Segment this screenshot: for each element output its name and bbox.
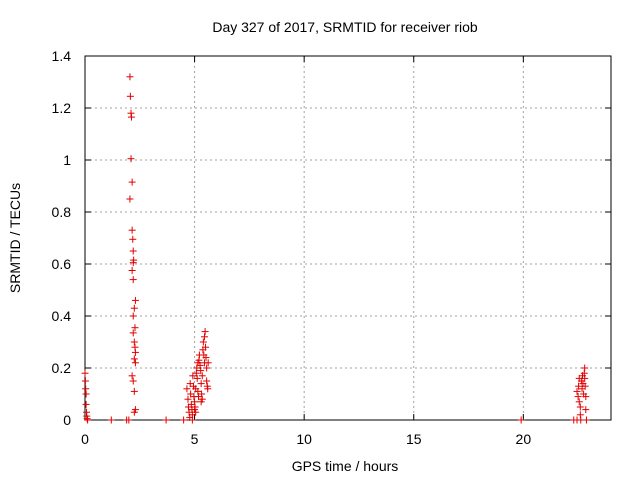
data-point: [129, 312, 137, 320]
data-point: [202, 343, 210, 351]
y-tick-label: 1.2: [52, 100, 72, 116]
plot-frame: [84, 55, 612, 421]
data-point: [130, 355, 138, 363]
data-point: [130, 387, 138, 395]
data-point: [197, 367, 205, 375]
data-point: [129, 329, 137, 337]
y-tick-label: 0.8: [52, 204, 72, 220]
data-point: [129, 247, 137, 255]
data-point: [200, 333, 208, 341]
data-point: [129, 235, 137, 243]
data-point: [128, 226, 136, 234]
data-point: [198, 372, 206, 380]
data-point: [126, 92, 134, 100]
data-point: [197, 380, 205, 388]
y-tick-label: 1.4: [52, 48, 72, 64]
x-axis-label: GPS time / hours: [292, 458, 399, 474]
data-point: [130, 408, 138, 416]
data-point: [130, 304, 138, 312]
data-point: [581, 374, 589, 382]
x-tick-label: 10: [296, 431, 312, 447]
data-point: [191, 406, 199, 414]
data-point: [127, 113, 135, 121]
data-point: [188, 416, 196, 424]
data-point: [203, 364, 211, 372]
y-tick-label: 0: [63, 412, 71, 428]
data-point: [573, 387, 581, 395]
data-point: [197, 398, 205, 406]
data-point: [199, 338, 207, 346]
data-point: [202, 354, 210, 362]
data-point: [189, 372, 197, 380]
data-point: [81, 377, 89, 385]
data-point: [128, 267, 136, 274]
axis-ticks: [84, 55, 611, 421]
chart-title: Day 327 of 2017, SRMTID for receiver rio…: [212, 19, 478, 35]
data-point: [131, 359, 139, 367]
data-point: [82, 390, 90, 398]
grid-lines: [85, 56, 611, 420]
data-point: [180, 416, 188, 424]
data-point: [84, 416, 92, 424]
y-tick-labels: 0 0.2 0.4 0.6 0.8 1 1.2 1.4: [52, 48, 72, 428]
data-point: [128, 178, 136, 186]
data-point: [127, 155, 135, 163]
data-point: [575, 382, 583, 390]
x-tick-labels: 0 5 10 15 20: [81, 431, 531, 447]
data-points: [81, 73, 590, 424]
x-tick-label: 20: [516, 431, 532, 447]
data-point: [126, 195, 134, 203]
data-point: [126, 73, 134, 81]
data-point: [574, 393, 582, 401]
data-point: [581, 364, 589, 372]
data-point: [128, 372, 136, 380]
data-point: [129, 259, 137, 267]
data-point: [517, 416, 525, 424]
data-point: [162, 416, 170, 424]
data-point: [582, 393, 590, 401]
data-point: [581, 382, 589, 390]
data-point: [198, 390, 206, 398]
data-point: [204, 359, 212, 367]
data-point: [582, 406, 590, 414]
data-point: [184, 395, 192, 403]
data-point: [201, 328, 209, 336]
data-point: [131, 324, 139, 332]
data-point: [125, 416, 133, 424]
data-point: [131, 348, 139, 356]
data-point: [131, 296, 139, 304]
data-point: [194, 387, 202, 395]
data-point: [129, 276, 137, 284]
data-point: [194, 359, 202, 367]
x-tick-label: 15: [406, 431, 422, 447]
data-point: [203, 377, 211, 385]
data-point: [193, 374, 201, 382]
data-point: [204, 385, 212, 393]
data-point: [82, 400, 90, 408]
data-point: [576, 403, 584, 411]
y-axis-label: SRMTID / TECUs: [7, 183, 23, 293]
data-point: [81, 369, 89, 377]
y-tick-label: 0.2: [52, 360, 72, 376]
x-tick-label: 0: [81, 431, 89, 447]
data-point: [130, 338, 138, 346]
x-tick-label: 5: [191, 431, 199, 447]
data-point: [129, 377, 137, 385]
y-tick-label: 0.6: [52, 256, 72, 272]
y-tick-label: 0.4: [52, 308, 72, 324]
data-point: [575, 398, 583, 406]
data-point: [582, 416, 590, 424]
data-point: [107, 416, 115, 424]
data-point: [183, 385, 191, 393]
y-tick-label: 1: [63, 152, 71, 168]
